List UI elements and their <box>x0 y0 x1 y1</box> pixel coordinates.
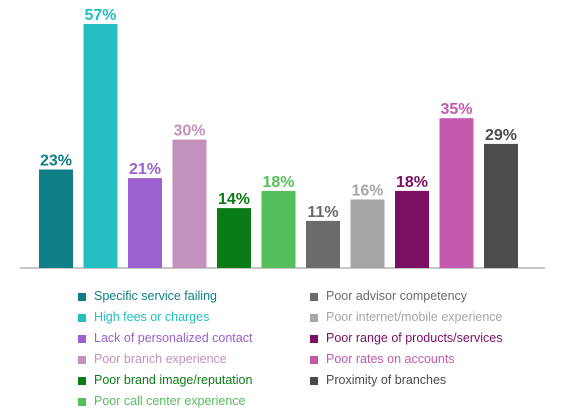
legend-item-poor-range-of-products-services: Poor range of products/services <box>310 328 503 349</box>
legend-label: Poor range of products/services <box>326 331 503 346</box>
legend-swatch <box>78 292 86 301</box>
legend-label: Poor advisor competency <box>326 289 468 304</box>
legend-swatch <box>310 334 318 343</box>
legend-column-right: Poor advisor competency Poor internet/mo… <box>310 286 503 391</box>
legend-label: Poor branch experience <box>94 352 227 367</box>
legend-item-poor-internet-mobile-experience: Poor internet/mobile experience <box>310 307 503 328</box>
bar-lack-of-personalized-contact <box>128 178 162 268</box>
legend-item-poor-rates-on-accounts: Poor rates on accounts <box>310 349 503 370</box>
bar-specific-service-failing <box>39 169 73 268</box>
legend-swatch <box>78 313 86 322</box>
legend-item-high-fees-or-charges: High fees or charges <box>78 307 252 328</box>
data-label-poor-branch-experience: 30% <box>173 123 205 140</box>
legend-label: High fees or charges <box>94 310 210 325</box>
legend-swatch <box>78 355 86 364</box>
legend-column-left: Specific service failing High fees or ch… <box>78 286 252 412</box>
legend-item-lack-of-personalized-contact: Lack of personalized contact <box>78 328 252 349</box>
legend-swatch <box>78 376 86 385</box>
chart-legend: Specific service failing High fees or ch… <box>78 286 548 410</box>
bar-high-fees-or-charges <box>83 24 118 268</box>
legend-label: Poor brand image/reputation <box>94 373 253 388</box>
legend-label: Lack of personalized contact <box>94 331 253 346</box>
data-label-poor-rates-on-accounts: 35% <box>440 101 472 118</box>
bar-proximity-of-branches <box>484 143 518 268</box>
bar-poor-advisor-competency <box>306 220 340 268</box>
legend-swatch <box>310 355 318 364</box>
legend-label: Proximity of branches <box>326 373 447 388</box>
legend-item-poor-brand-image-reputation: Poor brand image/reputation <box>78 370 252 391</box>
legend-swatch <box>310 292 318 301</box>
legend-item-poor-advisor-competency: Poor advisor competency <box>310 286 503 307</box>
legend-swatch <box>78 397 86 406</box>
bar-poor-rates-on-accounts <box>439 118 474 268</box>
data-label-specific-service-failing: 23% <box>40 153 72 170</box>
data-label-poor-internet-mobile-experience: 16% <box>351 183 383 200</box>
legend-item-specific-service-failing: Specific service failing <box>78 286 252 307</box>
data-label-poor-brand-image-reputation: 14% <box>218 191 250 208</box>
data-label-high-fees-or-charges: 57% <box>84 7 116 24</box>
legend-swatch <box>310 313 318 322</box>
legend-label: Specific service failing <box>94 289 217 304</box>
data-label-poor-range-of-products-services: 18% <box>396 174 428 191</box>
legend-item-poor-branch-experience: Poor branch experience <box>78 349 252 370</box>
data-label-poor-advisor-competency: 11% <box>307 204 338 221</box>
bar-poor-internet-mobile-experience <box>350 199 385 268</box>
data-label-poor-call-center-experience: 18% <box>262 174 294 191</box>
legend-label: Poor rates on accounts <box>326 352 455 367</box>
bar-poor-call-center-experience <box>261 190 296 268</box>
bar-poor-brand-image-reputation <box>217 208 251 268</box>
data-label-lack-of-personalized-contact: 21% <box>129 161 161 178</box>
legend-label: Poor call center experience <box>94 394 246 409</box>
bar-poor-branch-experience <box>172 139 207 268</box>
legend-item-poor-call-center-experience: Poor call center experience <box>78 391 252 412</box>
legend-swatch <box>78 334 86 343</box>
legend-swatch <box>310 376 318 385</box>
bar-poor-range-of-products-services <box>395 190 429 268</box>
legend-label: Poor internet/mobile experience <box>326 310 503 325</box>
data-label-proximity-of-branches: 29% <box>485 127 517 144</box>
legend-item-proximity-of-branches: Proximity of branches <box>310 370 503 391</box>
